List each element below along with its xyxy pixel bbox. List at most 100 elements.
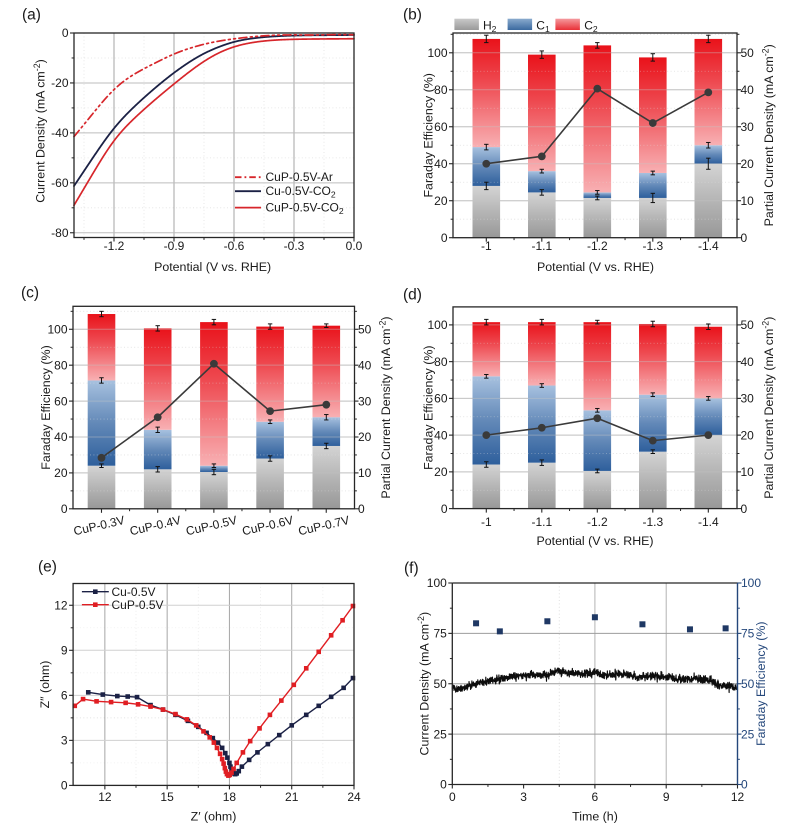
svg-text:-80: -80 [51,226,69,240]
svg-text:(b): (b) [403,7,422,24]
svg-text:30: 30 [741,392,755,406]
svg-text:Faraday Efficiency (%): Faraday Efficiency (%) [754,621,768,745]
svg-text:21: 21 [285,790,299,804]
svg-text:0: 0 [62,26,69,40]
svg-text:9: 9 [61,644,68,658]
svg-text:20: 20 [434,465,448,479]
svg-text:(a): (a) [22,7,41,24]
svg-text:24: 24 [347,790,361,804]
svg-text:20: 20 [358,430,372,444]
svg-text:0: 0 [440,778,447,792]
svg-text:40: 40 [434,157,448,171]
svg-text:0: 0 [741,778,748,792]
svg-text:40: 40 [741,355,755,369]
svg-text:9: 9 [663,790,670,804]
svg-text:60: 60 [434,120,448,134]
svg-text:0: 0 [61,502,68,516]
svg-text:80: 80 [54,358,68,372]
svg-text:-1: -1 [481,515,492,529]
svg-text:0: 0 [741,231,748,245]
svg-text:6: 6 [592,790,599,804]
svg-text:-60: -60 [51,176,69,190]
svg-text:C1: C1 [536,18,550,34]
svg-text:30: 30 [358,394,372,408]
svg-text:Potential (V vs. RHE): Potential (V vs. RHE) [536,534,653,548]
svg-text:-1.3: -1.3 [642,515,663,529]
svg-text:3: 3 [61,734,68,748]
svg-text:40: 40 [434,428,448,442]
svg-text:-0.6: -0.6 [224,239,245,253]
svg-text:(e): (e) [38,559,57,576]
svg-text:20: 20 [434,194,448,208]
svg-text:Faraday Efficiency (%): Faraday Efficiency (%) [39,345,53,469]
svg-text:Partial Current Density (mA cm: Partial Current Density (mA cm-2) [760,44,776,226]
svg-text:100: 100 [427,576,447,590]
svg-text:10: 10 [741,465,755,479]
svg-text:50: 50 [358,323,372,337]
svg-text:50: 50 [741,677,755,691]
svg-text:(f): (f) [404,560,419,577]
svg-text:-20: -20 [51,76,69,90]
svg-text:-1.4: -1.4 [698,515,719,529]
svg-text:20: 20 [54,466,68,480]
svg-text:18: 18 [223,790,237,804]
svg-text:Current Density (mA cm-2): Current Density (mA cm-2) [32,59,48,203]
svg-text:80: 80 [434,355,448,369]
svg-text:-1.1: -1.1 [531,239,552,253]
svg-text:25: 25 [433,727,447,741]
svg-text:40: 40 [358,358,372,372]
svg-text:100: 100 [741,576,761,590]
svg-text:Z″ (ohm): Z″ (ohm) [38,661,52,709]
svg-text:12: 12 [54,599,68,613]
svg-text:-1.2: -1.2 [587,515,608,529]
svg-text:C2: C2 [584,18,598,34]
svg-text:0.0: 0.0 [346,239,363,253]
svg-text:0: 0 [358,502,365,516]
svg-text:Potential (V vs. RHE): Potential (V vs. RHE) [154,260,271,274]
svg-text:25: 25 [741,727,755,741]
svg-text:CuP-0.5V-CO2: CuP-0.5V-CO2 [266,201,344,217]
svg-text:10: 10 [741,194,755,208]
svg-text:H2: H2 [483,18,497,34]
svg-text:100: 100 [427,318,447,332]
svg-text:CuP-0.5V-Ar: CuP-0.5V-Ar [266,170,333,184]
svg-text:0: 0 [441,231,448,245]
svg-text:40: 40 [54,430,68,444]
svg-text:-0.3: -0.3 [284,239,305,253]
svg-text:100: 100 [47,323,67,337]
svg-text:0: 0 [441,502,448,516]
svg-text:Partial Current Density (mA cm: Partial Current Density (mA cm-2) [377,316,393,498]
svg-text:Partial Current Density (mA cm: Partial Current Density (mA cm-2) [760,317,776,499]
svg-text:75: 75 [433,627,447,641]
svg-text:3: 3 [520,790,527,804]
svg-text:Faraday Efficiency (%): Faraday Efficiency (%) [422,73,436,197]
svg-text:10: 10 [358,466,372,480]
svg-text:0: 0 [741,502,748,516]
svg-text:-40: -40 [51,126,69,140]
svg-text:-1.2: -1.2 [587,239,608,253]
svg-text:Time (h): Time (h) [572,809,618,823]
svg-text:60: 60 [434,392,448,406]
svg-text:20: 20 [741,157,755,171]
svg-text:-1: -1 [481,239,492,253]
svg-text:50: 50 [433,677,447,691]
svg-text:Potential (V vs. RHE): Potential (V vs. RHE) [537,260,654,274]
svg-text:(c): (c) [21,285,39,302]
svg-text:-1.4: -1.4 [698,239,719,253]
svg-text:80: 80 [434,83,448,97]
svg-text:20: 20 [741,428,755,442]
svg-text:Cu-0.5V-CO2: Cu-0.5V-CO2 [266,184,336,200]
svg-text:Z′ (ohm): Z′ (ohm) [191,809,237,823]
svg-text:-0.9: -0.9 [164,239,185,253]
svg-text:12: 12 [731,790,745,804]
svg-text:12: 12 [98,790,112,804]
svg-text:50: 50 [741,46,755,60]
svg-text:-1.2: -1.2 [104,239,125,253]
svg-text:Current Density (mA cm-2): Current Density (mA cm-2) [416,612,432,756]
svg-text:-1.3: -1.3 [642,239,663,253]
svg-text:Faraday Efficiency (%): Faraday Efficiency (%) [422,345,436,469]
svg-text:60: 60 [54,394,68,408]
svg-text:75: 75 [741,627,755,641]
svg-text:40: 40 [741,83,755,97]
svg-text:0: 0 [449,790,456,804]
